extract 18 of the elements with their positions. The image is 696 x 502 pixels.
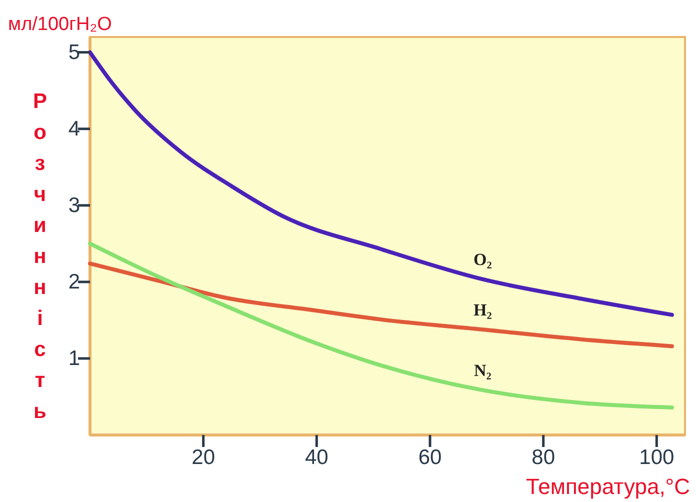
x-tick-label: 40 [304, 446, 328, 469]
y-tick-label: 3 [68, 194, 80, 218]
series-label: N₂ [474, 361, 492, 380]
x-tick-label: 60 [418, 446, 442, 469]
text: Розчинність [32, 90, 48, 423]
y-tick-label: 5 [68, 41, 80, 64]
line-series [88, 50, 674, 317]
x-tick-label: 80 [532, 446, 556, 469]
x-tick-label: 20 [192, 446, 216, 469]
y-tick-label: 4 [68, 118, 80, 141]
series-label: H₂ [474, 300, 492, 320]
x-tick-label: 100 [639, 446, 674, 469]
line-series [88, 242, 674, 410]
text: мл/100гH₂O [8, 14, 112, 35]
y-tick-label: 2 [68, 270, 80, 294]
y-tick-label: 1 [68, 347, 80, 370]
series-label: O₂ [474, 250, 492, 270]
x-axis-title: Температура,°C [526, 474, 690, 499]
